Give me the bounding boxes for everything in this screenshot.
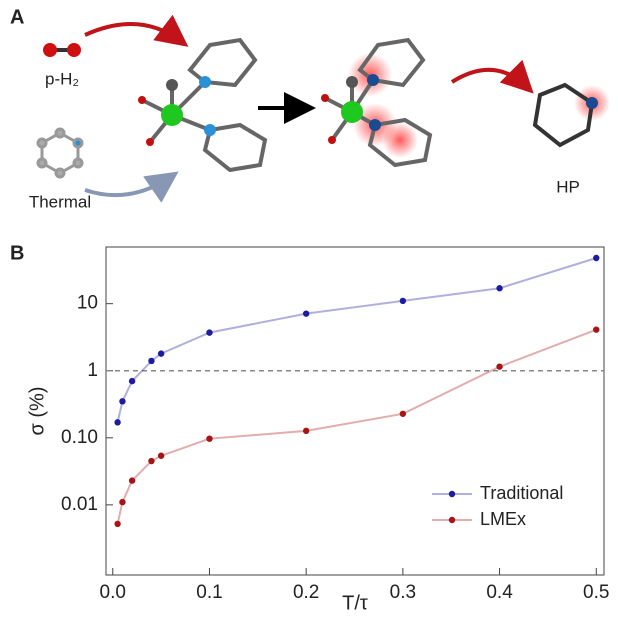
y-tick-label: 0.01: [61, 494, 98, 515]
arrow: [84, 14, 189, 47]
data-point: [593, 326, 600, 333]
series-line: [116, 257, 597, 423]
arrow: [84, 171, 179, 203]
data-point: [302, 427, 310, 435]
data-point: [496, 363, 503, 370]
arrow: [450, 59, 534, 94]
data-point: [157, 452, 165, 459]
x-tick-label: 0.2: [293, 582, 319, 603]
h2-molecule: [43, 43, 81, 57]
data-point: [157, 350, 165, 357]
data-point: [119, 498, 126, 506]
legend-label: Traditional: [480, 483, 563, 503]
x-tick-label: 0.4: [486, 582, 513, 603]
data-point: [206, 329, 213, 336]
x-axis-label: T/τ: [342, 592, 368, 614]
data-point: [206, 435, 213, 442]
data-point: [593, 254, 600, 262]
substrate-label: Thermal: [29, 192, 91, 211]
x-tick-label: 0.0: [100, 582, 126, 603]
y-axis-label: σ (%): [26, 386, 48, 435]
plot-frame: [105, 246, 605, 576]
data-point: [128, 477, 136, 484]
data-point: [399, 297, 407, 305]
panel-label: A: [10, 6, 24, 28]
data-point: [114, 520, 121, 528]
iridium-complex: [138, 37, 268, 173]
data-point: [399, 410, 407, 417]
data-point: [148, 457, 155, 465]
reagent-label: p-H₂: [45, 69, 79, 88]
x-tick-label: 0.1: [196, 582, 222, 603]
panel-label: B: [10, 242, 24, 264]
hp-pyridine: [532, 82, 610, 148]
data-point: [128, 377, 136, 385]
data-point: [496, 285, 503, 292]
series-line: [116, 328, 597, 525]
pyridine: [36, 127, 84, 179]
y-tick-label: 0.10: [61, 427, 98, 448]
y-tick-label: 10: [77, 293, 98, 314]
legend-label: LMEx: [480, 509, 526, 529]
data-point: [119, 398, 126, 405]
legend-marker: [448, 516, 456, 524]
data-point: [302, 310, 310, 317]
legend-marker: [448, 490, 456, 498]
x-tick-label: 0.3: [390, 582, 416, 603]
x-tick-label: 0.5: [583, 582, 609, 603]
product-label: HP: [556, 177, 580, 196]
hyperpolarized-complex: [321, 37, 433, 168]
data-point: [114, 419, 121, 426]
y-tick-label: 1: [87, 360, 98, 381]
data-point: [148, 357, 155, 365]
